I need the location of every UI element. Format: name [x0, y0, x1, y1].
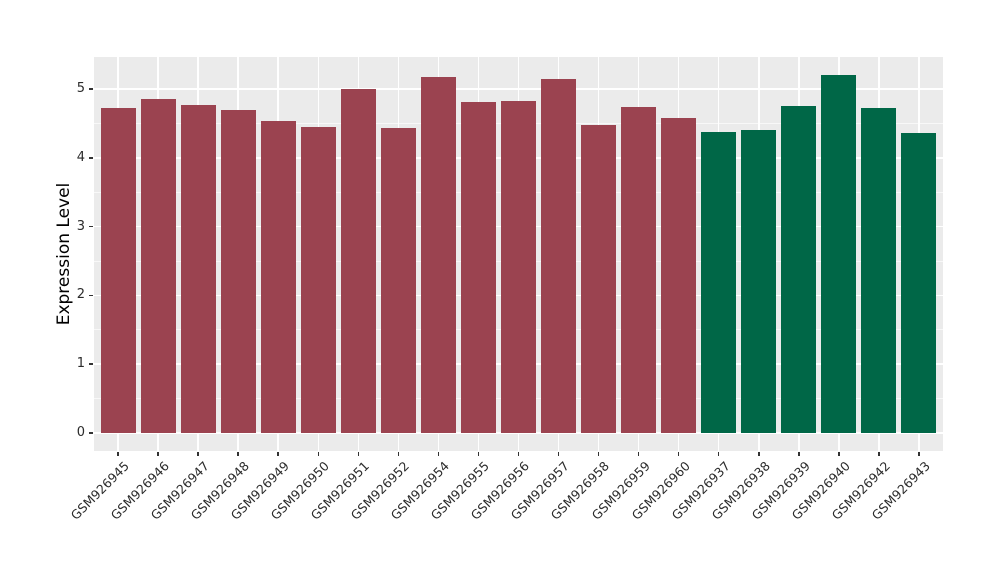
x-tick-mark [717, 451, 720, 456]
x-tick-mark [117, 451, 119, 456]
bar-GSM926948 [220, 109, 256, 433]
y-tick-mark [89, 88, 93, 90]
x-tick-mark [878, 451, 880, 456]
bar-GSM926947 [180, 104, 216, 433]
y-tick-label: 0 [76, 425, 85, 440]
bar-GSM926946 [140, 98, 176, 433]
y-tick-label: 2 [76, 287, 85, 303]
bar-GSM926945 [100, 108, 136, 433]
y-tick-mark [89, 294, 93, 297]
x-tick-mark [758, 451, 760, 456]
x-tick-mark [477, 451, 480, 456]
bar-GSM926943 [901, 133, 937, 433]
x-tick-mark [798, 451, 800, 456]
x-tick-mark [557, 451, 560, 456]
x-tick-mark [597, 451, 600, 456]
bar-GSM926951 [340, 89, 376, 433]
x-tick-mark [517, 451, 520, 456]
bar-GSM926952 [380, 128, 416, 433]
y-tick-label: 1 [76, 356, 85, 372]
x-tick-mark [677, 451, 680, 456]
x-tick-mark [397, 451, 400, 456]
bar-GSM926959 [621, 106, 657, 433]
y-tick-label: 3 [76, 218, 85, 234]
y-axis-title: Expression Level [54, 182, 74, 326]
bar-GSM926942 [861, 108, 897, 433]
bar-GSM926939 [781, 105, 817, 433]
bar-GSM926937 [701, 132, 737, 433]
bar-GSM926958 [581, 124, 617, 433]
x-tick-mark [838, 451, 840, 456]
x-tick-mark [637, 451, 640, 456]
bar-GSM926956 [501, 100, 536, 433]
bar-GSM926940 [821, 74, 857, 433]
x-tick-mark [157, 451, 159, 456]
y-tick-mark [89, 157, 93, 159]
bar-GSM926950 [300, 126, 336, 433]
x-tick-mark [237, 451, 239, 456]
x-tick-mark [357, 451, 360, 456]
y-tick-label: 4 [76, 149, 85, 165]
x-tick-mark [197, 451, 199, 456]
x-tick-mark [317, 451, 319, 456]
bar-GSM926960 [661, 117, 697, 433]
bar-GSM926938 [741, 130, 777, 433]
bar-GSM926949 [260, 120, 296, 433]
bar-GSM926954 [420, 77, 456, 433]
bar-GSM926955 [460, 102, 496, 433]
y-tick-label: 5 [76, 81, 85, 96]
x-tick-mark [437, 451, 440, 456]
y-tick-mark [89, 225, 93, 228]
y-tick-mark [89, 363, 93, 365]
bar-GSM926957 [541, 78, 577, 433]
x-tick-mark [277, 451, 279, 456]
x-tick-mark [918, 451, 920, 456]
y-tick-mark [89, 432, 93, 434]
plot-panel [94, 57, 943, 451]
